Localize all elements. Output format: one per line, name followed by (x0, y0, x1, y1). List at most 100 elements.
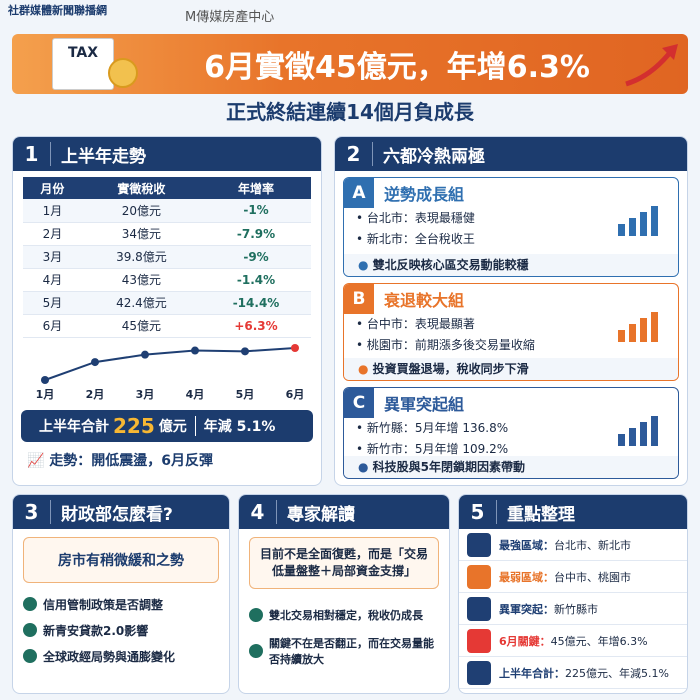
x-tick-label: 5月 (236, 388, 255, 401)
table-cell: 43億元 (81, 268, 202, 292)
section-title: 財政部怎麼看? (61, 504, 173, 525)
key-item: 6月關鍵： 45億元、年增6.3% (459, 625, 687, 657)
list-item: 關鍵不在是否翻正，而在交易量能否持續放大 (249, 633, 439, 669)
group-item: • 新竹縣：5月年增 136.8% (356, 421, 509, 435)
section-title: 專家解讀 (287, 504, 355, 525)
table-cell: 34億元 (81, 222, 202, 246)
key-item: 上半年合計： 225億元、年減5.1% (459, 657, 687, 689)
group-note-text: 雙北反映核心區交易動能較穩 (372, 258, 529, 272)
table-cell: 5月 (23, 291, 82, 315)
table-cell: -14.4% (201, 291, 311, 315)
group-item: • 桃園市：前期漲多後交易量收縮 (356, 338, 535, 352)
tax-label: TAX (67, 45, 99, 61)
key-icon (467, 564, 491, 589)
group-item-text: 台北市：表現最穩健 (366, 211, 475, 225)
key-icon (467, 660, 491, 685)
group-letter: B (344, 284, 374, 314)
group-item-text: 新竹縣：5月年增 136.8% (366, 421, 509, 435)
group-item: • 台中市：表現最顯著 (356, 317, 475, 331)
key-label: 最強區域： (499, 538, 554, 552)
trend-text: 走勢：開低震盪，6月反彈 (49, 452, 214, 469)
table-cell: 3月 (23, 245, 82, 269)
table-cell: +6.3% (201, 314, 311, 338)
key-icon (467, 628, 491, 653)
trend: 📈 走勢：開低震盪，6月反彈 (27, 452, 214, 469)
group-title: 逆勢成長組 (384, 185, 465, 204)
table-cell: -7.9% (201, 222, 311, 246)
x-tick-label: 4月 (186, 388, 205, 401)
group-letter: C (344, 388, 374, 418)
bullet-icon (249, 608, 263, 622)
key-item: 最弱區域： 台中市、桃園市 (459, 561, 687, 593)
group: C 異軍突起組 • 新竹縣：5月年增 136.8% • 新竹市：5月年增 109.2%… (343, 387, 679, 479)
list-item: 信用管制政策是否調整 (23, 591, 219, 617)
list-item-text: 信用管制政策是否調整 (43, 597, 164, 612)
line (44, 346, 296, 381)
list-item-text: 雙北交易相對穩定，稅收仍成長 (269, 609, 423, 622)
bullet-icon (23, 623, 37, 637)
section-header: 1 上半年走勢 (13, 137, 321, 171)
arrow-icon (625, 44, 678, 87)
section-title: 六都冷熱兩極 (383, 146, 485, 167)
bullet-icon (23, 597, 37, 611)
key-text: 45億元、年增6.3% (550, 634, 648, 648)
list-item: 新青安貸款2.0影響 (23, 617, 219, 643)
column-header: 實徵稅收 (81, 177, 202, 199)
bullet-icon (249, 644, 263, 658)
group-item-text: 新竹市：5月年增 109.2% (366, 442, 509, 456)
point (241, 346, 249, 355)
key-label: 上半年合計： (499, 666, 565, 680)
key-icon (467, 596, 491, 621)
summary-label: 上半年合計 (39, 418, 109, 435)
group-note-text: 科技股與5年閉鎖期因素帶動 (372, 460, 526, 474)
group-item: • 台北市：表現最穩健 (356, 211, 475, 225)
group-item-text: 台中市：表現最顯著 (366, 317, 475, 331)
point (91, 357, 99, 366)
main-title: 6月實徵45億元，年增6.3% (204, 50, 590, 85)
summary-unit: 億元 (158, 418, 187, 435)
group-item: • 新竹市：5月年增 109.2% (356, 442, 509, 456)
group-item-text: 桃園市：前期漲多後交易量收縮 (366, 338, 535, 352)
section-title: 重點整理 (507, 504, 575, 525)
key-icon (467, 532, 491, 557)
line-chart: 1月 2月 3月 4月 5月 6月 (36, 343, 305, 401)
section-number: 2 (335, 142, 373, 166)
section-number: 4 (239, 500, 277, 524)
summary-amount: 225 (113, 413, 155, 438)
group-title-row: B 衰退較大組 (344, 284, 678, 314)
group: A 逆勢成長組 • 台北市：表現最穩健 • 新北市：全台稅收王 ● 雙北反映核心區交易動… (343, 177, 679, 277)
list-item-text: 全球政經局勢與通膨變化 (43, 649, 176, 664)
list-item-text: 新青安貸款2.0影響 (43, 623, 149, 638)
table-row: 4月 43億元 -1.4% (23, 268, 311, 292)
subtitle: 正式終結連續14個月負成長 (226, 100, 474, 124)
quote: 房市有稍微緩和之勢 (23, 537, 219, 583)
brand: M傳媒房產中心 (185, 10, 275, 25)
group-note: ● 科技股與5年閉鎖期因素帶動 (344, 456, 678, 478)
table-cell: 42.4億元 (81, 291, 202, 315)
table-cell: 20億元 (81, 199, 202, 223)
x-tick-label: 1月 (36, 388, 55, 401)
list-item: 全球政經局勢與通膨變化 (23, 643, 219, 669)
table-cell: 4月 (23, 268, 82, 292)
table-row: 3月 39.8億元 -9% (23, 245, 311, 269)
table-cell: 39.8億元 (81, 245, 202, 269)
summary: 上半年合計 225 億元 年減 5.1% (21, 409, 313, 442)
x-tick-label: 6月 (286, 388, 305, 401)
table-cell: -9% (201, 245, 311, 269)
table-cell: 45億元 (81, 314, 202, 338)
group-title-row: C 異軍突起組 (344, 388, 678, 418)
key-label: 異軍突起： (499, 602, 554, 616)
group: B 衰退較大組 • 台中市：表現最顯著 • 桃園市：前期漲多後交易量收縮 ● 投資買盤退… (343, 283, 679, 381)
point (141, 350, 149, 359)
point (291, 343, 299, 352)
section-header: 3 財政部怎麼看? (13, 495, 229, 529)
summary-change: 年減 5.1% (194, 415, 275, 436)
column-header: 月份 (23, 177, 82, 199)
table-cell: 6月 (23, 314, 82, 338)
table-row: 5月 42.4億元 -14.4% (23, 291, 311, 315)
table-row: 6月 45億元 +6.3% (23, 314, 311, 338)
org: 社群媒體新聞聯播網 (8, 4, 107, 17)
group-icon (618, 416, 658, 446)
key-text: 台北市、新北市 (554, 538, 631, 552)
